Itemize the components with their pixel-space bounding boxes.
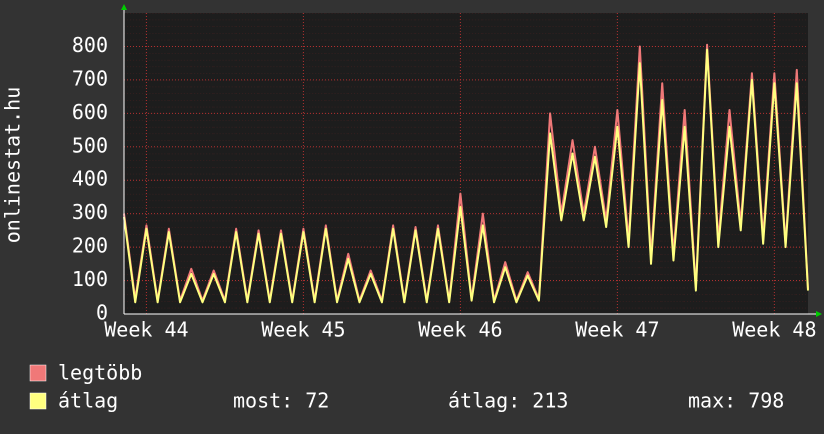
y-tick-label: 500 bbox=[72, 133, 108, 157]
legend-swatch bbox=[29, 364, 47, 382]
y-tick-label: 400 bbox=[72, 167, 108, 191]
x-tick-label: Week 47 bbox=[575, 318, 659, 342]
legend-swatch bbox=[29, 392, 47, 410]
stat: átlag: 213 bbox=[448, 389, 568, 413]
x-tick-label: Week 44 bbox=[104, 318, 188, 342]
legend-label: legtöbb bbox=[58, 361, 142, 385]
x-tick-label: Week 48 bbox=[732, 318, 816, 342]
y-tick-label: 0 bbox=[96, 301, 108, 325]
y-tick-label: 800 bbox=[72, 33, 108, 57]
stat: max: 798 bbox=[688, 389, 784, 413]
y-tick-label: 600 bbox=[72, 100, 108, 124]
x-tick-label: Week 46 bbox=[418, 318, 502, 342]
y-tick-label: 200 bbox=[72, 234, 108, 258]
y-tick-label: 700 bbox=[72, 66, 108, 90]
x-axis-arrow bbox=[816, 311, 822, 317]
series-line bbox=[123, 48, 809, 304]
y-tick-label: 300 bbox=[72, 200, 108, 224]
x-tick-label: Week 45 bbox=[261, 318, 345, 342]
stat: most: 72 bbox=[233, 389, 329, 413]
y-axis-arrow bbox=[121, 4, 127, 10]
y-axis-label: onlinestat.hu bbox=[1, 87, 25, 244]
y-tick-label: 100 bbox=[72, 267, 108, 291]
legend-label: átlag bbox=[58, 389, 118, 413]
minor-grid bbox=[124, 13, 808, 314]
